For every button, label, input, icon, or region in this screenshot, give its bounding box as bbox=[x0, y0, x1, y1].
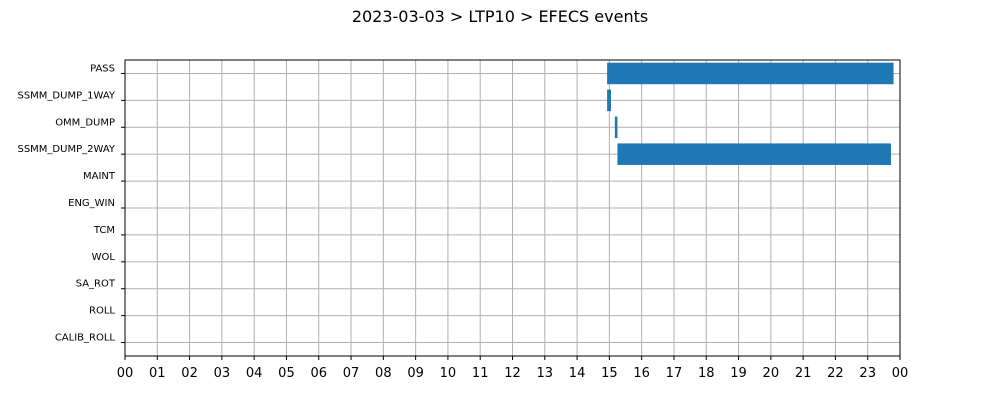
x-tick-label: 09 bbox=[407, 366, 424, 381]
x-axis: 00 01 02 03 04 05 06 07 08 09 10 11 12 13 14 15 16 17 18 19… bbox=[117, 356, 909, 381]
event-bar bbox=[607, 89, 611, 112]
x-tick-label: 06 bbox=[310, 366, 327, 381]
event-bar bbox=[607, 62, 894, 85]
x-tick-label: 22 bbox=[827, 366, 844, 381]
event-bar bbox=[617, 143, 891, 165]
y-tick-label: PASS bbox=[90, 63, 115, 74]
y-tick-label: SSMM_DUMP_1WAY bbox=[17, 90, 115, 101]
x-tick-label: 07 bbox=[343, 366, 360, 381]
x-tick-label: 08 bbox=[375, 366, 392, 381]
x-tick-label: 01 bbox=[149, 366, 166, 381]
x-tick-label: 04 bbox=[246, 366, 263, 381]
x-tick-label: 03 bbox=[214, 366, 231, 381]
x-tick-label: 21 bbox=[795, 366, 812, 381]
x-tick-label: 05 bbox=[278, 366, 295, 381]
x-tick-label: 02 bbox=[181, 366, 198, 381]
y-tick-label: OMM_DUMP bbox=[55, 117, 115, 128]
y-tick-label: SA_ROT bbox=[76, 279, 116, 290]
grid bbox=[124, 60, 901, 356]
y-tick-label: WOL bbox=[92, 252, 116, 263]
x-tick-label: 20 bbox=[763, 366, 780, 381]
y-tick-label: ENG_WIN bbox=[68, 198, 115, 209]
x-tick-label: 18 bbox=[698, 366, 715, 381]
y-tick-label: MAINT bbox=[83, 171, 116, 182]
x-tick-label: 12 bbox=[504, 366, 521, 381]
y-tick-label: ROLL bbox=[89, 306, 115, 317]
x-tick-label: 00 bbox=[892, 366, 909, 381]
x-tick-label: 11 bbox=[472, 366, 489, 381]
x-tick-label: 00 bbox=[117, 366, 134, 381]
y-axis: PASS SSMM_DUMP_1WAY OMM_DUMP SSMM_DUMP_2WAY… bbox=[17, 63, 125, 344]
y-tick-label: SSMM_DUMP_2WAY bbox=[17, 144, 115, 155]
x-tick-label: 19 bbox=[730, 366, 747, 381]
x-tick-label: 14 bbox=[569, 366, 586, 381]
x-tick-label: 13 bbox=[537, 366, 554, 381]
x-tick-label: 10 bbox=[440, 366, 457, 381]
bars bbox=[607, 62, 894, 165]
x-tick-label: 23 bbox=[859, 366, 876, 381]
x-tick-label: 16 bbox=[633, 366, 650, 381]
chart-title: 2023-03-03 > LTP10 > EFECS events bbox=[352, 7, 648, 26]
event-bar bbox=[614, 116, 618, 139]
x-tick-label: 17 bbox=[666, 366, 683, 381]
x-tick-label: 15 bbox=[601, 366, 618, 381]
y-tick-label: TCM bbox=[93, 225, 115, 236]
y-tick-label: CALIB_ROLL bbox=[55, 333, 116, 344]
